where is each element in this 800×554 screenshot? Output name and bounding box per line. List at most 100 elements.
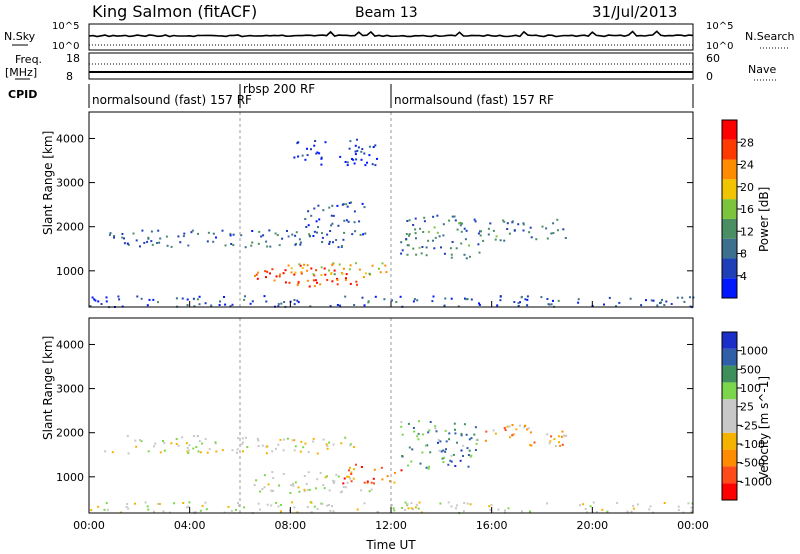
range-cell	[277, 505, 280, 508]
range-cell	[508, 425, 511, 428]
range-cell	[550, 303, 553, 306]
range-cell	[449, 459, 452, 462]
range-cell	[361, 296, 364, 299]
range-cell	[316, 507, 319, 510]
range-cell	[273, 279, 276, 282]
range-cell	[535, 238, 538, 241]
colorbar-tick-label: 24	[740, 159, 754, 172]
range-cell	[139, 439, 141, 441]
colorbar-swatch	[722, 139, 737, 160]
range-cell	[392, 507, 395, 510]
range-cell	[295, 231, 298, 234]
range-cell	[191, 229, 194, 232]
range-cell	[243, 506, 245, 509]
colorbar-swatch	[722, 120, 737, 140]
range-cell	[322, 209, 325, 212]
range-cell	[271, 268, 274, 271]
range-cell	[354, 144, 357, 147]
range-cell	[293, 156, 296, 159]
range-cell	[123, 237, 125, 240]
nsky-label: N.Sky	[4, 30, 36, 43]
range-cell	[296, 142, 299, 145]
range-cell	[255, 479, 258, 482]
range-cell	[175, 297, 178, 300]
range-cell	[422, 231, 425, 233]
range-cell	[460, 434, 463, 437]
range-cell	[298, 490, 301, 493]
range-cell	[320, 156, 323, 159]
range-cell	[366, 161, 368, 164]
range-cell	[315, 220, 318, 223]
range-cell	[423, 220, 426, 223]
range-cell	[550, 232, 553, 235]
range-cell	[113, 235, 116, 238]
range-cell	[281, 237, 284, 240]
range-cell	[561, 443, 564, 446]
range-cell	[416, 299, 419, 302]
range-cell	[186, 446, 189, 449]
range-cell	[272, 477, 275, 479]
range-cell	[376, 510, 379, 513]
range-cell	[319, 472, 322, 474]
range-cell	[299, 450, 302, 453]
range-cell	[414, 232, 417, 235]
range-cell	[466, 502, 469, 505]
range-cell	[104, 450, 107, 453]
range-cell	[201, 442, 204, 445]
power-scatter	[89, 112, 695, 309]
range-cell	[303, 263, 306, 266]
range-cell	[469, 455, 472, 458]
range-cell	[170, 442, 173, 445]
range-cell	[276, 234, 279, 237]
range-cell	[690, 509, 693, 512]
range-cell	[290, 271, 293, 274]
range-cell	[478, 302, 480, 305]
range-cell	[300, 272, 303, 275]
range-cell	[97, 300, 100, 303]
range-cell	[548, 442, 551, 445]
range-cell	[548, 303, 551, 306]
range-cell	[173, 502, 176, 505]
range-cell	[296, 511, 299, 514]
range-cell	[146, 505, 149, 508]
range-cell	[272, 489, 275, 492]
range-cell	[331, 280, 334, 283]
range-cell	[557, 299, 560, 302]
range-cell	[212, 232, 215, 235]
range-cell	[479, 234, 482, 237]
range-cell	[480, 230, 482, 233]
range-cell	[346, 161, 349, 164]
range-cell	[374, 295, 377, 298]
range-cell	[134, 502, 136, 505]
range-cell	[468, 438, 471, 441]
range-cell	[289, 492, 292, 494]
colorbar-tick-label: -25	[740, 419, 758, 432]
range-cell	[601, 508, 604, 511]
range-cell	[356, 508, 359, 511]
range-cell	[364, 164, 367, 167]
range-cell	[462, 455, 464, 457]
range-cell	[332, 241, 334, 244]
range-cell	[304, 158, 307, 161]
range-cell	[227, 505, 230, 508]
range-cell	[506, 425, 509, 428]
range-cell	[309, 305, 312, 308]
range-cell	[348, 469, 350, 472]
freq-panel: Freq. [MHz] 18 8 60 0 Nave	[5, 52, 778, 83]
range-cell	[341, 245, 343, 247]
range-cell	[482, 239, 485, 242]
range-cell	[342, 238, 345, 241]
range-cell	[656, 304, 659, 307]
range-cell	[328, 243, 331, 245]
velocity-ylabel: Slant Range [km]	[41, 336, 55, 440]
range-cell	[229, 234, 232, 237]
range-cell	[331, 263, 334, 266]
range-cell	[236, 451, 238, 454]
range-cell	[251, 241, 254, 244]
range-cell	[232, 244, 235, 247]
range-cell	[526, 428, 529, 431]
range-cell	[478, 303, 481, 306]
range-cell	[326, 233, 329, 236]
range-cell	[197, 232, 199, 235]
range-cell	[194, 511, 197, 514]
